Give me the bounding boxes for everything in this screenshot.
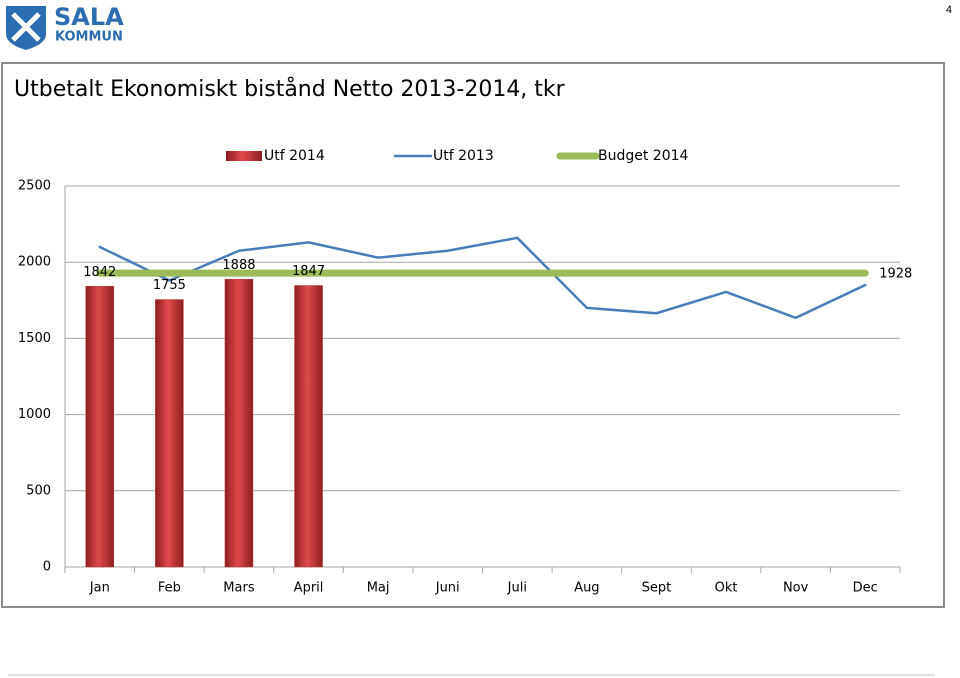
x-tick-label: Maj	[367, 581, 390, 596]
y-tick-label: 500	[26, 483, 51, 498]
data-label: 1842	[83, 265, 116, 280]
bar	[155, 299, 184, 568]
chart-title: Utbetalt Ekonomiskt bistånd Netto 2013-2…	[14, 76, 566, 102]
y-tick-label: 2000	[18, 255, 51, 270]
logo-hammers	[11, 12, 41, 42]
logo: SALA KOMMUN	[6, 3, 124, 50]
x-tick-label: Juni	[435, 581, 460, 596]
plot: 0 500 1000 1500 2000 2500 Jan Feb Mars April Maj Ju…	[18, 148, 912, 596]
x-tick-label: April	[294, 581, 324, 596]
legend-label: Utf 2014	[264, 148, 325, 164]
data-label: 1928	[879, 267, 912, 282]
x-tick-label: Aug	[574, 581, 599, 596]
bar	[85, 286, 115, 568]
x-tick-label: Sept	[642, 581, 672, 596]
y-tick-label: 1000	[18, 407, 51, 422]
y-tick-label: 2500	[18, 179, 51, 194]
x-tick-label: Dec	[853, 581, 878, 596]
y-tick-label: 1500	[18, 331, 51, 346]
legend-label: Budget 2014	[598, 148, 689, 164]
logo-subname: KOMMUN	[55, 30, 123, 45]
legend-label: Utf 2013	[433, 148, 494, 164]
chart-frame	[1, 62, 945, 608]
x-tick-label: Mars	[223, 581, 255, 596]
legend-swatch	[226, 151, 262, 161]
y-tick-label: 0	[43, 560, 51, 575]
page-number: 4	[946, 4, 952, 16]
bar	[294, 285, 323, 568]
bar	[224, 279, 254, 568]
logo-name: SALA	[54, 3, 124, 31]
data-label: 1888	[222, 258, 255, 273]
x-tick-label: Okt	[715, 581, 738, 596]
x-tick-label: Jan	[89, 581, 110, 596]
x-tick-label: Nov	[783, 581, 809, 596]
data-label: 1847	[292, 264, 325, 279]
x-tick-label: Juli	[507, 581, 527, 596]
x-tick-label: Feb	[158, 581, 181, 596]
data-label: 1755	[153, 278, 186, 293]
line-series	[98, 236, 867, 320]
